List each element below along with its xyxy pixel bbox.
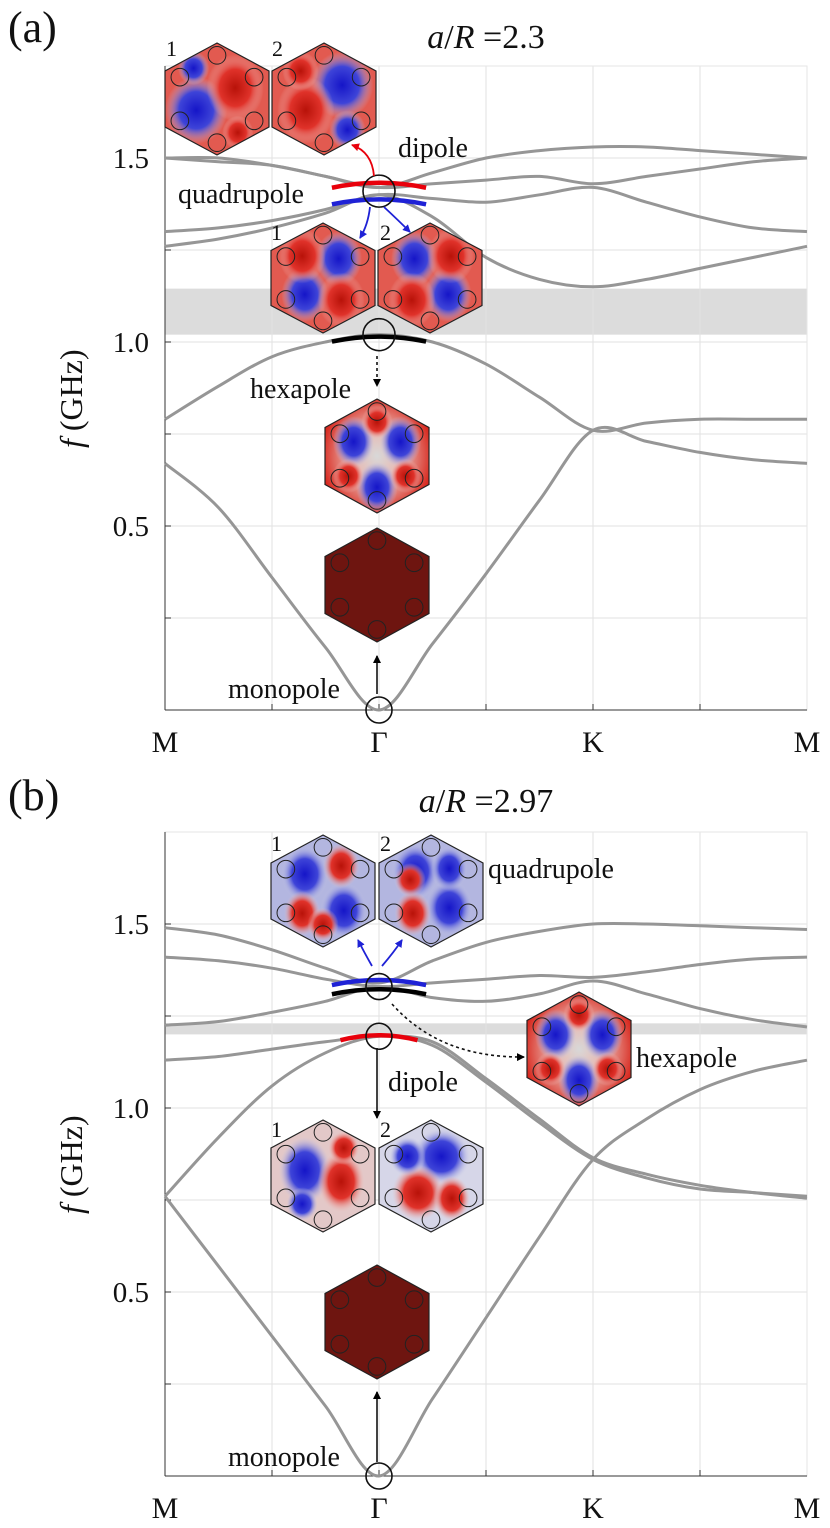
monopole-mode-profile xyxy=(325,1265,429,1379)
chart-title: a/R =2.97 xyxy=(419,783,553,820)
band-line-5 xyxy=(164,955,808,989)
chart-panel-a: 0.5 1.0 1.5 M Γ K M (a) a/R =2.3 f (GHz) xyxy=(8,3,820,759)
mode-index: 1 xyxy=(166,36,177,61)
arrow-quad-2 xyxy=(383,206,411,233)
x-tick-label: Γ xyxy=(370,1492,387,1525)
mode-circle-3 xyxy=(365,696,393,724)
band-line-3 xyxy=(164,193,808,289)
label-dipole: dipole xyxy=(398,133,468,164)
dipole-mode-2-profile xyxy=(272,43,376,155)
x-tick-label: M xyxy=(152,1492,179,1525)
band-line-2 xyxy=(163,1034,808,1198)
title-part: =2.97 xyxy=(466,783,553,820)
y-tick-label: 0.5 xyxy=(113,511,149,543)
label-dipole: dipole xyxy=(388,1067,458,1098)
arrow-quad-1 xyxy=(359,206,371,239)
mode-circle-1 xyxy=(362,174,396,208)
y-tick-label: 1.5 xyxy=(113,909,149,941)
title-part: a xyxy=(427,19,444,56)
y-tick-label: 0.5 xyxy=(113,1277,149,1309)
quadrupole-mode-1-profile xyxy=(271,835,375,947)
label-quadrupole: quadrupole xyxy=(178,179,304,210)
x-tick-label: K xyxy=(582,726,604,759)
arrow-hexapole xyxy=(391,1003,525,1062)
panel-label: (b) xyxy=(8,771,59,820)
hexapole-mode-profile xyxy=(325,399,429,513)
title-part: a xyxy=(419,783,436,820)
y-axis-label: f (GHz) xyxy=(53,349,89,448)
band-line-3 xyxy=(164,1034,808,1200)
dipole-mode-1-profile xyxy=(271,1120,375,1232)
mode-highlight-2 xyxy=(331,986,427,997)
y-tick-label: 1.5 xyxy=(113,143,149,175)
dipole-mode-1-profile xyxy=(165,43,269,155)
label-monopole: monopole xyxy=(228,674,340,705)
dipole-mode-2-profile xyxy=(379,1120,483,1232)
arrow-quad-2 xyxy=(381,939,403,967)
mode-circle-2 xyxy=(365,1022,393,1051)
band-line-4 xyxy=(164,185,808,234)
label-hexapole: hexapole xyxy=(636,1043,737,1074)
x-tick-label: M xyxy=(794,726,821,759)
annotations-a: 1 2 dipole quadrupole 1 2 hexapole monopole xyxy=(164,36,483,705)
band-line-2 xyxy=(164,333,807,433)
y-axis-label: f (GHz) xyxy=(53,1115,89,1214)
mode-index: 1 xyxy=(271,220,282,245)
panel-label: (a) xyxy=(8,3,57,52)
mode-index: 1 xyxy=(271,831,282,856)
mode-highlight-1 xyxy=(331,180,427,190)
band-line-4 xyxy=(164,979,808,1029)
title-part: / xyxy=(444,19,454,56)
monopole-mode-profile xyxy=(325,528,429,642)
mode-index: 2 xyxy=(272,36,283,61)
title-part: =2.3 xyxy=(475,19,545,56)
band-line-6 xyxy=(164,921,808,985)
band-line-1 xyxy=(163,1058,808,1478)
mode-index: 2 xyxy=(380,831,391,856)
label-monopole: monopole xyxy=(228,1442,340,1473)
ylabel-unit: (GHz) xyxy=(53,349,89,439)
mode-highlight-1 xyxy=(339,1033,419,1043)
hexapole-mode-profile xyxy=(527,992,631,1106)
annotations-b: 1 2 quadrupole hexapole dipole 1 2 monopole xyxy=(228,831,737,1473)
mode-index: 2 xyxy=(380,1117,391,1142)
mode-circle-1 xyxy=(365,972,393,1001)
title-part: / xyxy=(436,783,446,820)
mode-highlight-3 xyxy=(331,334,427,344)
mode-highlight-3 xyxy=(331,977,427,988)
band-line-1 xyxy=(164,425,808,712)
arrow-quad-1 xyxy=(357,939,373,967)
title-part: R xyxy=(444,783,466,820)
mode-circle-3 xyxy=(365,1462,393,1490)
quadrupole-mode-2-profile xyxy=(379,835,483,947)
chart-title: a/R =2.3 xyxy=(427,19,544,56)
x-tick-label: Γ xyxy=(370,726,387,759)
mode-index: 2 xyxy=(380,220,391,245)
title-part: R xyxy=(453,19,475,56)
y-tick-label: 1.0 xyxy=(113,327,149,359)
mode-index: 1 xyxy=(271,1117,282,1142)
band-line-6 xyxy=(164,144,808,189)
mode-circle-2 xyxy=(362,317,396,352)
x-tick-label: M xyxy=(794,1492,821,1525)
chart-panel-b: 0.5 1.0 1.5 M Γ K M (b) a/R =2.97 f (GHz) xyxy=(8,771,820,1525)
ylabel-unit: (GHz) xyxy=(53,1115,89,1205)
label-hexapole: hexapole xyxy=(250,374,351,405)
label-quadrupole: quadrupole xyxy=(488,854,614,885)
y-tick-label: 1.0 xyxy=(113,1093,149,1125)
x-tick-label: K xyxy=(582,1492,604,1525)
mode-highlight-2 xyxy=(331,197,427,207)
x-tick-label: M xyxy=(152,726,179,759)
arrow-dipole xyxy=(351,143,375,177)
